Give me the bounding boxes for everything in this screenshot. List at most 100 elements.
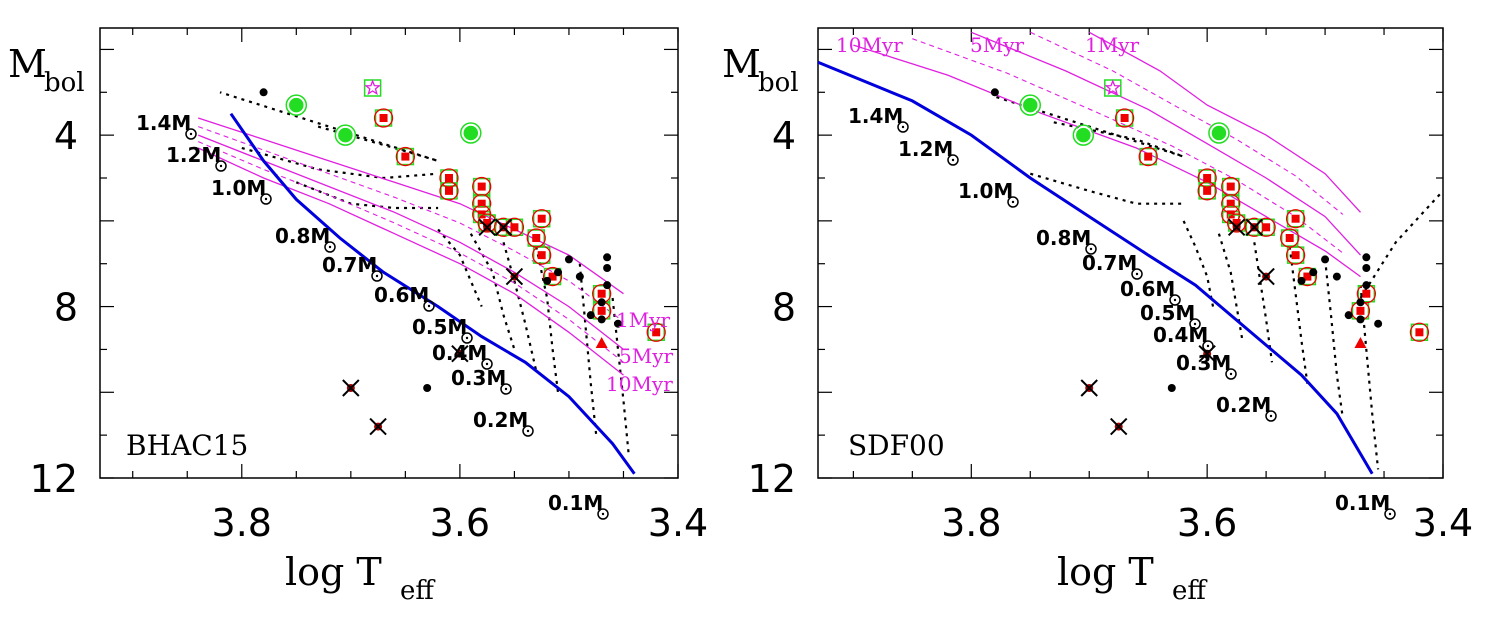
solar-mass-dot	[1173, 298, 1177, 302]
solar-mass-symbol	[1169, 294, 1181, 306]
black-dot-point	[1297, 276, 1306, 285]
isochrone-intermediate	[912, 38, 1344, 254]
red-square-point	[1120, 114, 1129, 122]
evolutionary-track	[219, 91, 439, 162]
solar-mass-symbol	[423, 300, 435, 312]
isochrone-1myr	[197, 117, 624, 295]
red-circle-marker	[373, 108, 394, 128]
red-square-point	[548, 272, 557, 281]
isochrone-10myr	[197, 147, 624, 376]
y-tick-label: 4	[54, 114, 78, 158]
red-square-point	[444, 174, 453, 182]
red-square-point	[379, 114, 388, 122]
mass-label: 1.0M	[211, 176, 266, 200]
x-tick-label: 3.8	[212, 501, 272, 545]
solar-mass-symbol	[522, 425, 534, 437]
black-dot-point	[1362, 264, 1371, 272]
black-dot-point	[1374, 319, 1383, 328]
black-dot-point	[603, 281, 612, 290]
red-circle-marker	[439, 181, 459, 201]
cross-marker	[1227, 218, 1246, 236]
x-tick-label: 3.6	[1177, 501, 1237, 545]
plot-area	[818, 31, 1443, 475]
black-dot-point	[586, 311, 595, 320]
red-circle-marker	[542, 266, 563, 287]
solar-mass-symbol	[597, 508, 609, 520]
solar-mass-dot	[1206, 344, 1210, 348]
solar-mass-dot	[1388, 512, 1392, 516]
evolutionary-track	[578, 263, 598, 436]
mass-label: 0.4M	[432, 341, 487, 365]
solar-mass-dot	[601, 512, 605, 516]
isochrone-intermediate	[198, 126, 624, 323]
red-circle-marker	[532, 209, 552, 229]
green-star-ring	[334, 124, 357, 146]
green-star-ring	[460, 122, 482, 144]
y-tick-label: 8	[54, 286, 78, 330]
y-tick-label: 4	[772, 114, 796, 158]
red-square-point	[532, 234, 541, 242]
red-square-point	[1226, 199, 1235, 208]
black-dot-point	[259, 88, 268, 97]
green-square-marker	[396, 147, 415, 166]
solar-mass-dot	[219, 164, 223, 168]
green-square-marker	[1115, 109, 1134, 127]
solar-mass-dot	[1011, 200, 1015, 204]
green-square-marker	[374, 109, 393, 127]
y-axis-label: M	[722, 42, 761, 86]
black-dot-point	[543, 276, 552, 285]
mass-label: 1.2M	[898, 137, 953, 161]
x-tick-label: 3.4	[648, 501, 708, 545]
solar-mass-dot	[465, 336, 469, 340]
green-star-ring	[1072, 124, 1095, 146]
isochrone-age-label: 5Myr	[619, 344, 674, 368]
red-square-point	[1303, 272, 1312, 281]
evolutionary-track	[469, 233, 516, 350]
solar-mass-symbol	[371, 270, 383, 282]
cross-marker	[478, 218, 496, 236]
isochrone-intermediate	[197, 141, 624, 363]
star-point	[1104, 79, 1122, 96]
x-tick-label: 3.4	[1413, 501, 1473, 545]
red-square-point	[1226, 182, 1235, 191]
isochrone-age-label: 1Myr	[1085, 33, 1140, 57]
red-square-point	[1262, 223, 1271, 232]
evolutionary-track	[1253, 242, 1274, 363]
cross-marker	[1110, 417, 1128, 436]
plot-area	[197, 79, 666, 475]
green-square-marker	[647, 323, 665, 342]
red-square-point	[477, 199, 486, 208]
red-square-point	[1203, 186, 1212, 195]
solar-mass-dot	[1229, 372, 1233, 376]
y-axis-label-subscript: bol	[758, 68, 799, 98]
green-square-marker	[440, 182, 458, 200]
evolutionary-track	[1182, 220, 1215, 307]
isochrone-intermediate	[1030, 31, 1344, 215]
green-square-marker	[440, 169, 458, 187]
red-circle-marker	[1197, 181, 1217, 201]
solar-mass-symbol	[324, 241, 336, 253]
solar-mass-symbol	[215, 160, 227, 172]
black-dot-point	[990, 88, 999, 97]
x-axis-label: log T	[1057, 550, 1154, 594]
green-square-marker	[1198, 182, 1216, 200]
red-square-point	[652, 328, 661, 337]
red-square-point	[401, 152, 410, 161]
mass-label: 1.4M	[136, 111, 191, 135]
evolutionary-track	[295, 181, 439, 210]
black-dot-point	[423, 384, 432, 392]
green-star-ring	[1019, 94, 1042, 116]
solar-mass-symbol	[1265, 410, 1277, 422]
green-star-point	[336, 126, 355, 144]
mass-label: 0.2M	[1216, 393, 1271, 417]
black-dot-point	[1309, 268, 1318, 277]
mass-label: 1.2M	[166, 143, 221, 167]
red-square-point	[1291, 214, 1300, 223]
black-dot-point	[1344, 311, 1353, 320]
evolutionary-track	[1217, 233, 1244, 342]
red-square-point	[444, 186, 453, 195]
mass-label: 0.5M	[412, 315, 467, 339]
mass-label: 0.6M	[1120, 277, 1175, 301]
